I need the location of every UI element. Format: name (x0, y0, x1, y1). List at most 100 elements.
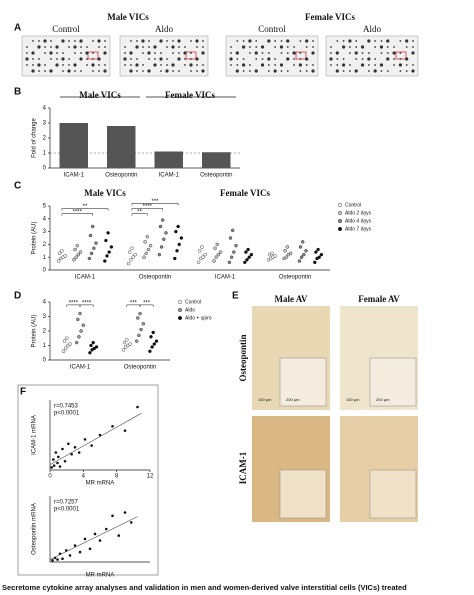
blot-spot (286, 70, 289, 72)
blot-spot (267, 57, 271, 61)
data-point (213, 246, 217, 250)
data-point (245, 258, 249, 262)
data-point (88, 547, 92, 551)
blot-spot (329, 57, 333, 61)
legend-marker (338, 218, 343, 223)
bar (107, 126, 136, 168)
data-point (284, 255, 288, 259)
y-axis-label: Protein (AU) (32, 314, 38, 347)
blot-spot (386, 57, 390, 61)
blot-spot (142, 70, 144, 72)
blot-spot (330, 64, 332, 66)
data-point (201, 255, 205, 259)
blot-spot (260, 63, 265, 67)
condition-label: Control (52, 24, 80, 34)
blot-spot (305, 70, 308, 72)
blot-spot (153, 45, 157, 49)
y-axis-label: Protein (AU) (32, 221, 38, 254)
data-point (227, 260, 232, 265)
blot-spot (374, 40, 377, 42)
blot-spot (235, 69, 239, 73)
blot-spot (335, 69, 339, 73)
blot-spot (201, 69, 205, 73)
blot-spot (242, 40, 245, 42)
blot-spot (56, 58, 58, 60)
blot-spot (342, 40, 345, 42)
blot-spot (142, 46, 144, 48)
blot-spot (38, 40, 40, 42)
data-point (159, 245, 164, 249)
blot-spot (242, 58, 245, 60)
blot-spot (202, 46, 204, 48)
group-header: Male VICs (79, 90, 121, 100)
data-point (317, 255, 321, 259)
blot-spot (130, 64, 132, 66)
blot-spot (267, 64, 270, 66)
data-point (158, 224, 163, 229)
blot-spot (73, 45, 77, 49)
blot-spot (123, 57, 127, 61)
blot-spot (55, 45, 59, 49)
blot-spot (79, 57, 83, 61)
data-point (57, 455, 60, 459)
blot-spot (196, 46, 198, 48)
blot-spot (305, 46, 308, 48)
data-point (137, 333, 141, 338)
blot-spot (136, 58, 138, 60)
blot-spot (124, 52, 126, 54)
blot-spot (392, 51, 396, 55)
y-axis-label: ICAM-1 mRNA (32, 415, 38, 455)
group-header: Male VICs (107, 12, 149, 22)
blot-spot (412, 46, 414, 48)
blot-spot (386, 39, 390, 43)
data-point (123, 429, 127, 432)
blot-spot (299, 58, 302, 60)
blot-spot (412, 40, 414, 42)
blot-spot (349, 70, 351, 72)
blot-spot (293, 58, 295, 60)
row-header: Osteopontin (238, 334, 248, 381)
blot-spot (299, 70, 302, 72)
blot-spot (160, 64, 162, 66)
data-point (228, 236, 233, 240)
panel-label: D (14, 291, 21, 302)
blot-spot (142, 64, 144, 66)
data-point (56, 461, 59, 465)
data-point (61, 447, 64, 451)
data-point (314, 250, 318, 254)
blot-spot (68, 58, 70, 60)
blot-spot (37, 63, 41, 67)
data-point (136, 316, 140, 320)
significance-label: ** (137, 209, 142, 215)
blot-spot (147, 51, 151, 55)
data-point (90, 224, 95, 229)
bar (154, 151, 183, 168)
data-point (230, 228, 235, 233)
data-point (316, 247, 320, 252)
blot-spot (236, 40, 239, 42)
data-point (173, 256, 177, 261)
data-point (144, 251, 148, 256)
blot-spot (229, 57, 233, 61)
blot-spot (255, 58, 258, 60)
significance-bracket (139, 304, 154, 307)
blot-spot (274, 40, 277, 42)
blot-spot (196, 64, 198, 66)
data-point (162, 237, 166, 241)
blot-spot (154, 52, 156, 54)
blot-spot (61, 57, 65, 61)
data-point (91, 340, 95, 345)
data-point (105, 254, 109, 258)
blot-spot (178, 52, 180, 54)
data-point (215, 242, 220, 247)
blot-spot (380, 40, 383, 42)
data-point (142, 255, 146, 259)
blot-spot (37, 45, 41, 49)
data-point (61, 349, 66, 353)
blot-spot (312, 40, 314, 42)
blot-spot (171, 63, 175, 67)
blot-spot (274, 64, 277, 66)
data-point (249, 252, 254, 257)
data-point (246, 247, 250, 252)
